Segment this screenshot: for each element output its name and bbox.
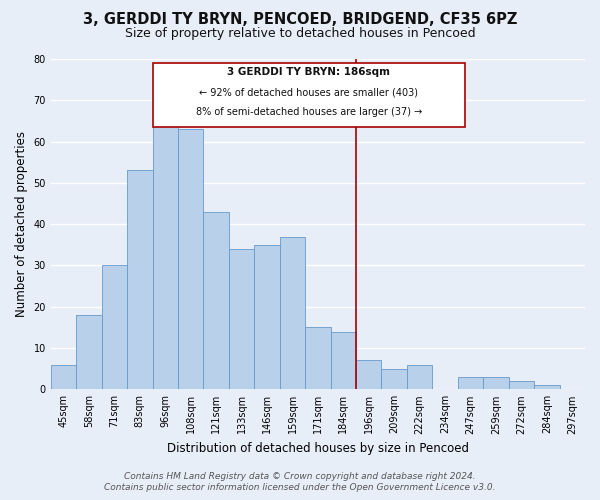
Bar bbox=[458, 377, 483, 390]
Bar bbox=[382, 368, 407, 390]
Bar bbox=[127, 170, 152, 390]
Bar bbox=[51, 364, 76, 390]
Bar bbox=[229, 249, 254, 390]
Bar bbox=[203, 212, 229, 390]
Text: 3 GERDDI TY BRYN: 186sqm: 3 GERDDI TY BRYN: 186sqm bbox=[227, 68, 391, 78]
Bar bbox=[101, 266, 127, 390]
Text: ← 92% of detached houses are smaller (403): ← 92% of detached houses are smaller (40… bbox=[199, 88, 418, 98]
Bar bbox=[509, 381, 534, 390]
X-axis label: Distribution of detached houses by size in Pencoed: Distribution of detached houses by size … bbox=[167, 442, 469, 455]
Text: Size of property relative to detached houses in Pencoed: Size of property relative to detached ho… bbox=[125, 28, 475, 40]
Text: 3, GERDDI TY BRYN, PENCOED, BRIDGEND, CF35 6PZ: 3, GERDDI TY BRYN, PENCOED, BRIDGEND, CF… bbox=[83, 12, 517, 28]
Text: Contains HM Land Registry data © Crown copyright and database right 2024.
Contai: Contains HM Land Registry data © Crown c… bbox=[104, 472, 496, 492]
Bar bbox=[356, 360, 382, 390]
Bar bbox=[305, 328, 331, 390]
Bar bbox=[534, 385, 560, 390]
Bar bbox=[152, 117, 178, 390]
Bar bbox=[331, 332, 356, 390]
Bar bbox=[280, 236, 305, 390]
Y-axis label: Number of detached properties: Number of detached properties bbox=[15, 131, 28, 317]
Bar bbox=[483, 377, 509, 390]
Bar bbox=[76, 315, 101, 390]
Bar bbox=[254, 245, 280, 390]
Text: 8% of semi-detached houses are larger (37) →: 8% of semi-detached houses are larger (3… bbox=[196, 108, 422, 118]
Bar bbox=[178, 129, 203, 390]
Bar bbox=[407, 364, 433, 390]
Bar bbox=[152, 63, 466, 127]
